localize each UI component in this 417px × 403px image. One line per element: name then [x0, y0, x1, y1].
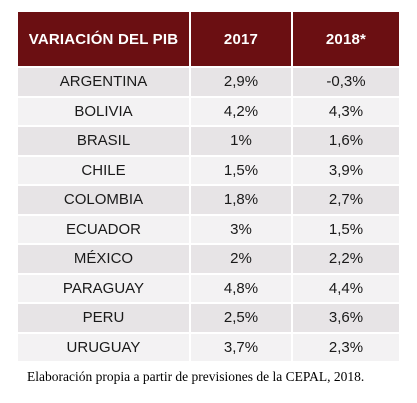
row-value-2017: 2,9%: [191, 66, 293, 96]
row-value-2017: 1%: [191, 125, 293, 155]
row-value-2017: 2,5%: [191, 302, 293, 332]
table-row: PARAGUAY 4,8% 4,4%: [18, 272, 399, 302]
row-country: CHILE: [18, 154, 191, 184]
table-row: MÉXICO 2% 2,2%: [18, 243, 399, 273]
row-value-2018: 2,3%: [293, 331, 399, 361]
table-row: CHILE 1,5% 3,9%: [18, 154, 399, 184]
header-2017: 2017: [191, 12, 293, 66]
row-value-2018: -0,3%: [293, 66, 399, 96]
header-country: VARIACIÓN DEL PIB: [18, 12, 191, 66]
row-value-2018: 2,7%: [293, 184, 399, 214]
table-row: BRASIL 1% 1,6%: [18, 125, 399, 155]
row-country: PARAGUAY: [18, 272, 191, 302]
row-value-2017: 1,8%: [191, 184, 293, 214]
table-row: COLOMBIA 1,8% 2,7%: [18, 184, 399, 214]
row-country: BOLIVIA: [18, 95, 191, 125]
table-header: VARIACIÓN DEL PIB 2017 2018*: [18, 12, 399, 66]
table-row: PERU 2,5% 3,6%: [18, 302, 399, 332]
row-value-2017: 3%: [191, 213, 293, 243]
row-value-2018: 4,4%: [293, 272, 399, 302]
header-row: VARIACIÓN DEL PIB 2017 2018*: [18, 12, 399, 66]
table-row: BOLIVIA 4,2% 4,3%: [18, 95, 399, 125]
table-row: ECUADOR 3% 1,5%: [18, 213, 399, 243]
row-value-2017: 2%: [191, 243, 293, 273]
row-value-2018: 1,6%: [293, 125, 399, 155]
row-value-2018: 4,3%: [293, 95, 399, 125]
row-country: PERU: [18, 302, 191, 332]
row-country: COLOMBIA: [18, 184, 191, 214]
row-value-2018: 3,9%: [293, 154, 399, 184]
table-row: ARGENTINA 2,9% -0,3%: [18, 66, 399, 96]
row-value-2018: 1,5%: [293, 213, 399, 243]
row-country: URUGUAY: [18, 331, 191, 361]
table-row: URUGUAY 3,7% 2,3%: [18, 331, 399, 361]
row-value-2017: 4,8%: [191, 272, 293, 302]
row-country: BRASIL: [18, 125, 191, 155]
row-country: ARGENTINA: [18, 66, 191, 96]
row-value-2017: 1,5%: [191, 154, 293, 184]
row-value-2017: 3,7%: [191, 331, 293, 361]
row-value-2018: 2,2%: [293, 243, 399, 273]
gdp-table: VARIACIÓN DEL PIB 2017 2018* ARGENTINA 2,…: [18, 12, 399, 361]
row-value-2017: 4,2%: [191, 95, 293, 125]
table-body: ARGENTINA 2,9% -0,3% BOLIVIA 4,2% 4,3% BRASIL 1…: [18, 66, 399, 361]
row-value-2018: 3,6%: [293, 302, 399, 332]
row-country: ECUADOR: [18, 213, 191, 243]
row-country: MÉXICO: [18, 243, 191, 273]
gdp-table-container: VARIACIÓN DEL PIB 2017 2018* ARGENTINA 2,…: [18, 12, 399, 361]
header-2018: 2018*: [293, 12, 399, 66]
source-caption: Elaboración propia a partir de prevision…: [27, 369, 365, 384]
